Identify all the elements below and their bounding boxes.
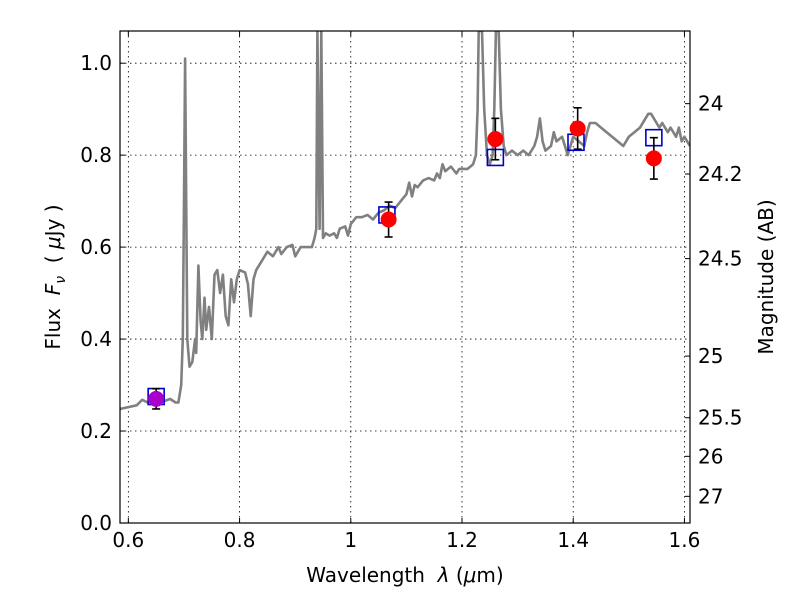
y2-tick-label: 24.5 xyxy=(698,247,743,271)
x-tick-label: 1.6 xyxy=(669,528,701,552)
x-tick-label: 1.2 xyxy=(446,528,478,552)
y-label-symbol: F xyxy=(41,283,65,295)
y-label-prefix: Flux xyxy=(41,295,65,349)
y2-tick-label: 24.2 xyxy=(698,162,743,186)
observed-point xyxy=(380,211,397,228)
y2-tick-label: 25.5 xyxy=(698,406,743,430)
x-tick-label: 1 xyxy=(344,528,357,552)
y-tick-label: 0.8 xyxy=(80,143,112,167)
marker-layer xyxy=(147,106,663,410)
data-layer xyxy=(120,31,690,411)
spectrum-line xyxy=(120,31,690,411)
y-tick-label: 0.2 xyxy=(80,419,112,443)
x-label-mu: μ xyxy=(463,563,477,587)
x-label-unit-rest: m) xyxy=(476,563,503,587)
y2-tick-label: 26 xyxy=(698,444,723,468)
observed-point xyxy=(645,150,662,167)
y-axis-label: Flux Fν ( μJy ) xyxy=(41,204,69,349)
x-tick-label: 1.4 xyxy=(557,528,589,552)
y-label-unit-open: ( xyxy=(41,249,65,276)
y-label-sub: ν xyxy=(53,276,69,284)
observed-point xyxy=(569,120,586,137)
observed-point xyxy=(487,131,504,148)
y2-axis-label: Magnitude (AB) xyxy=(754,199,778,354)
observed-point xyxy=(148,390,165,407)
y-tick-label: 0.4 xyxy=(80,327,112,351)
y-label-unit-rest: Jy ) xyxy=(41,204,65,238)
y-tick-label: 1.0 xyxy=(80,51,112,75)
x-label-unit-open: ( xyxy=(450,563,464,587)
y2-tick-label: 27 xyxy=(698,484,723,508)
x-axis-label: Wavelength λ (μm) xyxy=(306,563,503,587)
plot-background xyxy=(120,31,690,523)
y2-tick-label: 24 xyxy=(698,92,723,116)
y-tick-label: 0.6 xyxy=(80,235,112,259)
x-label-prefix: Wavelength xyxy=(306,563,437,587)
y-tick-label: 0.0 xyxy=(80,511,112,535)
y-label-mu: μ xyxy=(41,236,65,250)
x-tick-label: 0.8 xyxy=(224,528,256,552)
y2-tick-label: 25 xyxy=(698,344,723,368)
plot-frame xyxy=(119,30,691,524)
x-tick-label: 0.6 xyxy=(112,528,144,552)
x-label-symbol: λ xyxy=(437,563,450,587)
ticks: 0.6 0.8 1 1.2 1.4 1.6 0.0 0.2 0.4 0.6 0.8 1.0 24 24.2… xyxy=(80,31,743,552)
